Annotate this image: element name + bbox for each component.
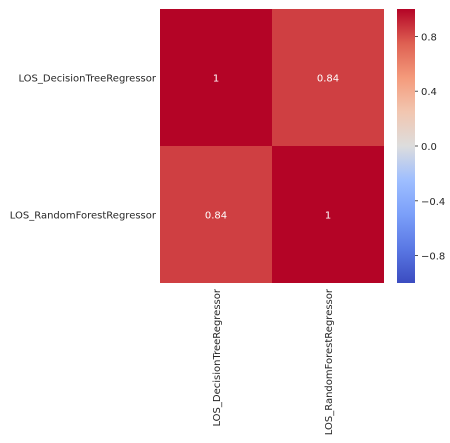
heatmap-cell-r1-c1 — [272, 146, 384, 283]
heatmap-cell-r1-c0 — [160, 146, 272, 283]
colorbar-tick-label-3: −0.4 — [421, 197, 445, 208]
column-label-1: LOS_RandomForestRegressor — [324, 288, 335, 435]
cell-value-r0-c1: 0.84 — [317, 74, 339, 85]
cell-value-r1-c0: 0.84 — [205, 211, 227, 222]
colorbar-tick-label-1: 0.4 — [421, 87, 437, 98]
colorbar-tick-label-4: −0.8 — [421, 252, 445, 263]
column-tick-labels: LOS_DecisionTreeRegressor LOS_RandomFores… — [212, 288, 335, 435]
heatmap-cell-r0-c1 — [272, 9, 384, 146]
colorbar-ticks: 0.8 0.4 0.0 −0.4 −0.8 — [415, 32, 445, 263]
row-tick-labels: LOS_DecisionTreeRegressor LOS_RandomFores… — [10, 74, 157, 222]
row-label-0: LOS_DecisionTreeRegressor — [18, 74, 156, 85]
colorbar — [397, 9, 415, 283]
column-label-0: LOS_DecisionTreeRegressor — [212, 288, 223, 426]
colorbar-tick-label-0: 0.8 — [421, 32, 437, 43]
colorbar-gradient — [397, 9, 415, 283]
cell-labels: 1 0.84 0.84 1 — [205, 74, 339, 222]
cell-value-r1-c1: 1 — [325, 211, 331, 222]
heatmap-cell-r0-c0 — [160, 9, 272, 146]
colorbar-tick-label-2: 0.0 — [421, 142, 437, 153]
row-label-1: LOS_RandomForestRegressor — [10, 211, 157, 222]
heatmap-cells — [160, 9, 384, 283]
cell-value-r0-c0: 1 — [213, 74, 219, 85]
